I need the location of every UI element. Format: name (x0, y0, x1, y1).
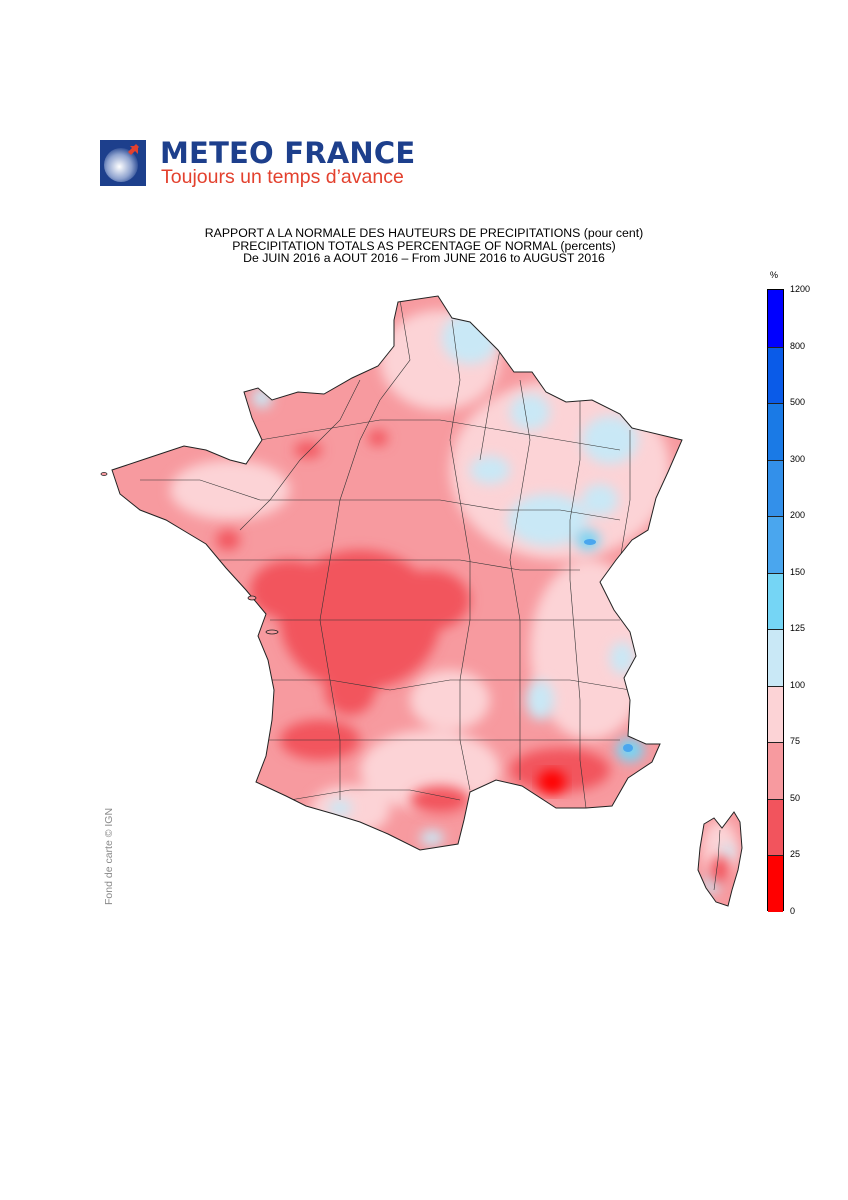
corsica-outline (697, 811, 743, 907)
precipitation-field (112, 296, 742, 906)
legend-band (768, 572, 783, 630)
title-fr: RAPPORT A LA NORMALE DES HAUTEURS DE PRE… (204, 226, 644, 240)
legend-band (768, 516, 783, 573)
legend-band (768, 742, 783, 799)
legend-label: 50 (790, 792, 801, 803)
map-credit: Fond de carte © IGN (103, 807, 115, 905)
legend-band (768, 855, 783, 912)
brand-tagline: Toujours un temps d’avance (161, 166, 404, 188)
legend-unit: % (770, 270, 779, 280)
legend-band (768, 798, 783, 856)
meteo-france-logo: METEO FRANCE Toujours un temps d’avance (100, 136, 430, 188)
legend-band (768, 629, 783, 686)
legend-band (768, 290, 783, 347)
legend-band (768, 685, 783, 743)
legend-band (768, 346, 783, 404)
legend-label: 1200 (790, 284, 811, 294)
legend-band (768, 459, 783, 517)
legend-label: 800 (790, 340, 806, 351)
legend-label: 75 (790, 736, 801, 747)
legend-label: 150 (790, 566, 806, 577)
color-legend (767, 289, 784, 912)
legend-band (768, 403, 783, 460)
legend-label: 125 (790, 623, 806, 634)
legend-label: 100 (790, 679, 806, 690)
legend-label: 500 (790, 397, 806, 408)
legend-label: 0 (790, 906, 796, 916)
title-period: De JUIN 2016 a AOUT 2016 – From JUNE 201… (243, 251, 605, 266)
legend-label: 200 (790, 510, 806, 521)
title-en: PRECIPITATION TOTALS AS PERCENTAGE OF NO… (232, 238, 616, 253)
legend-label: 300 (790, 453, 806, 464)
brand-name: METEO FRANCE (160, 136, 416, 170)
meteo-france-logo-icon (100, 140, 146, 186)
legend-label: 25 (790, 849, 801, 860)
chart-titles: RAPPORT A LA NORMALE DES HAUTEURS DE PRE… (0, 227, 848, 265)
department-borders (140, 299, 721, 891)
